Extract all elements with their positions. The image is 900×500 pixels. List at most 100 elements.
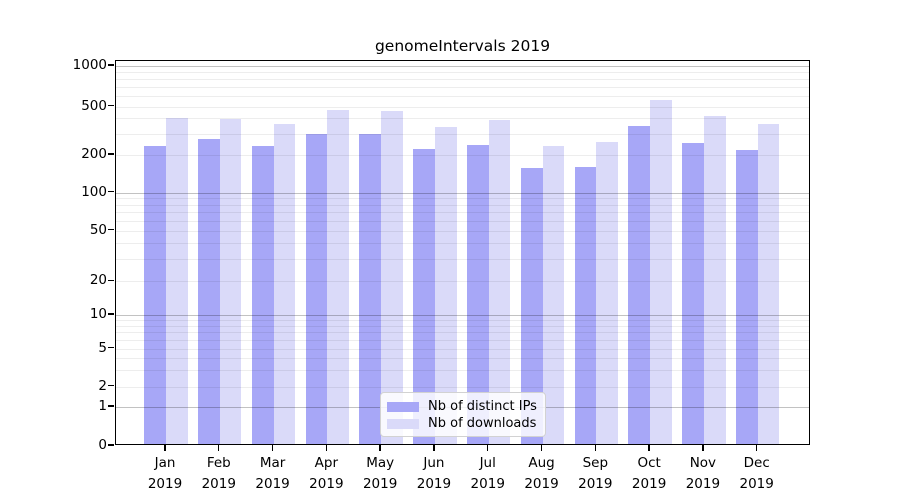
minor-gridline-8 (116, 325, 809, 327)
bar-distinct-ips-mar (251, 146, 274, 444)
bar-downloads-oct (650, 100, 672, 444)
x-tick-sep (594, 445, 596, 451)
y-tick-label-20: 20 (89, 272, 107, 289)
x-tick-aug (540, 445, 543, 451)
x-tick-may (379, 445, 381, 451)
legend-swatch-downloads (387, 418, 419, 429)
bar-downloads-sep (596, 141, 618, 444)
bar-distinct-ips-feb (198, 139, 220, 444)
legend-label-distinct-ips: Nb of distinct IPs (428, 399, 537, 414)
bar-distinct-ips-apr (305, 133, 328, 444)
chart-title: genomeIntervals 2019 (374, 37, 551, 55)
bar-downloads-dec (757, 123, 780, 444)
y-tick-2 (108, 385, 114, 387)
bar-downloads-aug (542, 145, 565, 444)
minor-gridline-800 (116, 79, 809, 81)
bar-distinct-ips-jul (467, 145, 489, 444)
bar-downloads-jul (488, 120, 511, 444)
bar-downloads-jan (166, 118, 188, 444)
minor-gridline-40 (116, 243, 809, 245)
x-tick-jul (487, 445, 489, 451)
bar-distinct-ips-may (359, 134, 382, 444)
x-tick-mar (271, 445, 274, 451)
x-tick-apr (325, 445, 328, 451)
bar-distinct-ips-aug (520, 168, 543, 444)
x-tick-label-oct: Oct 2019 (631, 455, 667, 492)
minor-gridline-2 (116, 386, 809, 388)
x-tick-dec (755, 445, 758, 451)
y-tick-1 (108, 405, 114, 407)
minor-gridline-400 (116, 118, 809, 120)
y-tick-0 (108, 444, 114, 446)
x-tick-label-aug: Aug 2019 (524, 455, 559, 492)
legend: Nb of distinct IPs Nb of downloads (380, 392, 546, 437)
x-tick-feb (218, 445, 220, 451)
bar-downloads-nov (703, 115, 726, 444)
x-tick-jun (433, 445, 435, 451)
x-tick-label-mar: Mar 2019 (255, 455, 290, 492)
y-tick-5 (108, 347, 114, 349)
x-tick-label-jul: Jul 2019 (470, 455, 505, 492)
y-tick-label-2: 2 (98, 377, 107, 394)
x-tick-jan (164, 445, 166, 451)
bar-downloads-apr (327, 110, 350, 444)
minor-gridline-9 (116, 320, 809, 322)
y-tick-label-500: 500 (81, 97, 107, 114)
minor-gridline-600 (116, 95, 809, 97)
y-tick-10 (108, 313, 114, 315)
major-gridline-1000 (116, 66, 809, 67)
minor-gridline-5 (116, 348, 809, 350)
major-gridline-10 (116, 314, 809, 316)
x-tick-label-dec: Dec 2019 (739, 455, 774, 492)
minor-gridline-30 (116, 258, 809, 260)
bar-distinct-ips-dec (735, 150, 758, 444)
minor-gridline-900 (116, 72, 809, 74)
legend-label-downloads: Nb of downloads (428, 416, 537, 431)
x-tick-label-may: May 2019 (362, 455, 398, 492)
y-tick-200 (108, 153, 114, 155)
y-tick-50 (108, 229, 114, 231)
y-tick-100 (108, 190, 114, 193)
bar-distinct-ips-nov (682, 143, 704, 444)
bar-downloads-jun (434, 127, 457, 444)
bar-distinct-ips-jun (413, 149, 435, 444)
major-gridline-100 (116, 192, 809, 194)
plot-area (115, 60, 810, 445)
legend-swatch-distinct-ips (387, 401, 419, 412)
y-tick-label-100: 100 (81, 183, 107, 200)
legend-item-distinct-ips: Nb of distinct IPs (387, 399, 538, 414)
x-tick-oct (648, 445, 650, 451)
y-tick-label-1: 1 (98, 397, 107, 414)
legend-item-downloads: Nb of downloads (387, 416, 538, 431)
minor-gridline-4 (116, 357, 809, 359)
y-tick-label-1000: 1000 (72, 57, 107, 73)
minor-gridline-6 (116, 339, 809, 341)
x-tick-nov (702, 445, 704, 451)
bar-downloads-feb (219, 118, 242, 444)
minor-gridline-80 (116, 204, 809, 206)
minor-gridline-70 (116, 212, 809, 214)
bar-distinct-ips-jan (144, 146, 166, 444)
y-tick-1000 (108, 64, 114, 66)
y-tick-20 (108, 279, 114, 281)
bar-distinct-ips-oct (628, 125, 651, 444)
minor-gridline-20 (116, 281, 809, 283)
x-tick-label-jan: Jan 2019 (147, 455, 183, 492)
minor-gridline-7 (116, 332, 809, 334)
y-tick-label-5: 5 (98, 339, 107, 356)
minor-gridline-50 (116, 230, 809, 232)
minor-gridline-500 (116, 106, 809, 108)
minor-gridline-90 (116, 198, 809, 200)
y-tick-label-0: 0 (98, 437, 107, 453)
y-tick-label-10: 10 (89, 305, 107, 322)
minor-gridline-300 (116, 133, 809, 135)
minor-gridline-3 (116, 369, 809, 371)
minor-gridline-60 (116, 220, 809, 222)
y-tick-500 (108, 104, 114, 107)
minor-gridline-200 (116, 155, 809, 157)
y-tick-label-50: 50 (89, 221, 107, 238)
bar-distinct-ips-sep (574, 166, 597, 444)
x-tick-label-nov: Nov 2019 (685, 455, 721, 492)
x-tick-label-feb: Feb 2019 (201, 455, 236, 492)
